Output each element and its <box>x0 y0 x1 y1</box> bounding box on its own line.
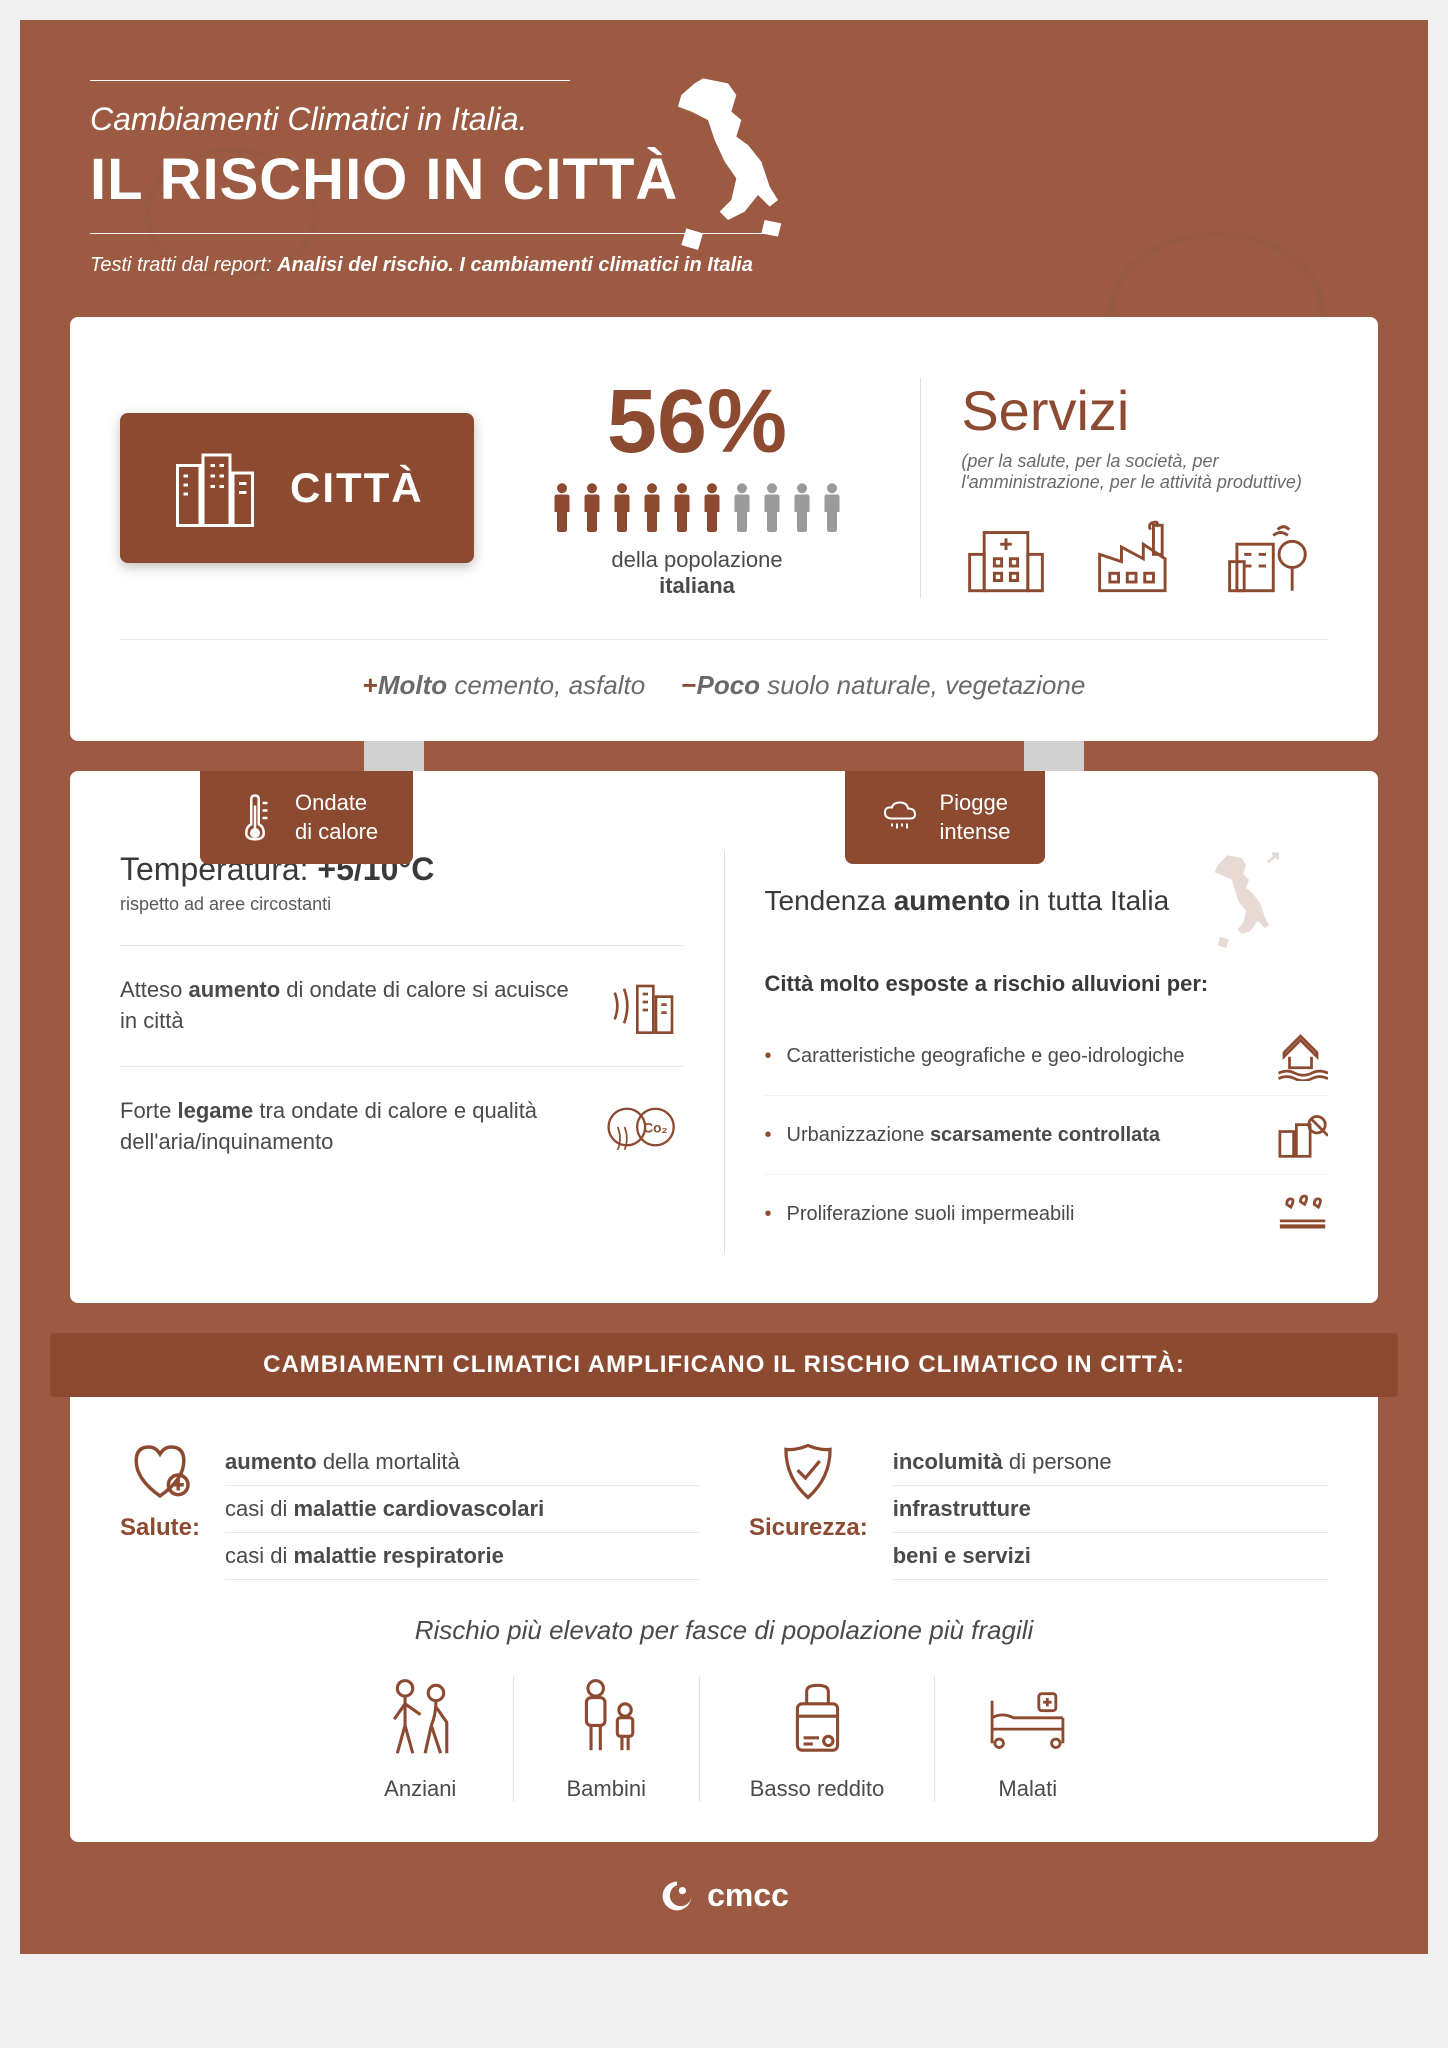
city-heat-icon <box>604 971 684 1041</box>
bullet-icon: • <box>765 1121 772 1149</box>
risk-item: beni e servizi <box>893 1533 1328 1580</box>
sicurezza-list: incolumità di personeinfrastrutturebeni … <box>893 1439 1328 1580</box>
fragile-bambini: Bambini <box>514 1676 700 1802</box>
risk-sicurezza: Sicurezza: incolumità di personeinfrastr… <box>749 1439 1328 1580</box>
top-row: CITTÀ 56% della popolazione italiana Ser… <box>120 377 1328 599</box>
fragile-label-3: Malati <box>998 1776 1057 1802</box>
fragile-label-1: Bambini <box>566 1776 645 1802</box>
heat-item-2: Forte legame tra ondate di calore e qual… <box>120 1066 684 1187</box>
person-icon <box>639 482 665 532</box>
hospital-bed-icon <box>985 1676 1070 1761</box>
person-icon <box>609 482 635 532</box>
risk-salute: Salute: aumento della mortalitàcasi di m… <box>120 1439 699 1580</box>
svg-text:Co₂: Co₂ <box>643 1121 667 1136</box>
risk-item: casi di malattie cardiovascolari <box>225 1486 699 1533</box>
risk-item: infrastrutture <box>893 1486 1328 1533</box>
top-panel: CITTÀ 56% della popolazione italiana Ser… <box>70 317 1378 741</box>
rain-cloud-icon <box>880 793 920 843</box>
person-icon <box>819 482 845 532</box>
percent-value: 56% <box>514 377 881 467</box>
percent-caption: della popolazione italiana <box>514 547 881 599</box>
bottom-panel: Salute: aumento della mortalitàcasi di m… <box>70 1389 1378 1842</box>
rain-item-2: • Urbanizzazione scarsamente controllata <box>765 1096 1329 1175</box>
salute-label: Salute: <box>120 1514 200 1542</box>
infographic-page: Cambiamenti Climatici in Italia. IL RISC… <box>20 20 1428 1954</box>
rain-column: Piogge intense Tendenza aumento in tutta… <box>765 851 1329 1253</box>
fragile-label-0: Anziani <box>384 1776 456 1802</box>
rain-item-1: • Caratteristiche geografiche e geo-idro… <box>765 1017 1329 1096</box>
risk-item: incolumità di persone <box>893 1439 1328 1486</box>
cmcc-logo-icon <box>659 1878 695 1914</box>
top-footer: +Molto cemento, asfalto −Poco suolo natu… <box>120 639 1328 701</box>
rain-tab-label: Piogge intense <box>940 789 1011 846</box>
header: Cambiamenti Climatici in Italia. IL RISC… <box>70 80 1378 277</box>
fragile-reddito: Basso reddito <box>700 1676 936 1802</box>
heat-item-1: Atteso aumento di ondate di calore si ac… <box>120 945 684 1066</box>
fragile-row: Anziani Bambini Basso reddito <box>120 1676 1328 1802</box>
servizi-caption: (per la salute, per la società, per l'am… <box>961 451 1328 493</box>
servizi-block: Servizi (per la salute, per la società, … <box>920 378 1328 598</box>
factory-icon <box>1091 518 1181 598</box>
person-icon <box>759 482 785 532</box>
header-rule-top <box>90 80 570 81</box>
banner: CAMBIAMENTI CLIMATICI AMPLIFICANO IL RIS… <box>50 1333 1398 1397</box>
hospital-icon <box>961 518 1051 598</box>
italy-small-icon <box>1184 851 1294 951</box>
footer-logo-text: cmcc <box>707 1877 789 1914</box>
rain-headline: Tendenza aumento in tutta Italia <box>765 851 1329 951</box>
children-icon <box>564 1676 649 1761</box>
bullet-icon: • <box>765 1200 772 1228</box>
person-icon <box>729 482 755 532</box>
person-icon <box>669 482 695 532</box>
heat-tab: Ondate di calore <box>200 771 413 864</box>
servizi-icons <box>961 518 1328 598</box>
fragile-anziani: Anziani <box>328 1676 514 1802</box>
park-icon <box>1221 518 1311 598</box>
flood-house-icon <box>1273 1031 1328 1081</box>
citta-card: CITTÀ <box>120 413 474 563</box>
footer: cmcc <box>70 1877 1378 1914</box>
co2-icon: Co₂ <box>604 1092 684 1162</box>
risk-item: aumento della mortalità <box>225 1439 699 1486</box>
italy-map-icon <box>638 70 818 270</box>
fragile-title: Rischio più elevato per fasce di popolaz… <box>120 1615 1328 1646</box>
person-icon <box>579 482 605 532</box>
servizi-title: Servizi <box>961 378 1328 443</box>
low-income-icon <box>775 1676 860 1761</box>
rain-subtitle: Città molto esposte a rischio alluvioni … <box>765 971 1329 997</box>
risks-row: Salute: aumento della mortalitàcasi di m… <box>120 1439 1328 1580</box>
soil-icon <box>1273 1189 1328 1239</box>
citta-label: CITTÀ <box>290 464 424 512</box>
rain-tab: Piogge intense <box>845 771 1046 864</box>
risk-item: casi di malattie respiratorie <box>225 1533 699 1580</box>
middle-divider <box>724 851 725 1253</box>
heat-temp-sub: rispetto ad aree circostanti <box>120 894 684 915</box>
shield-icon <box>773 1439 843 1504</box>
heat-column: Ondate di calore Temperatura: +5/10°C ri… <box>120 851 684 1253</box>
salute-list: aumento della mortalitàcasi di malattie … <box>225 1439 699 1580</box>
buildings-icon <box>170 443 260 533</box>
bullet-icon: • <box>765 1042 772 1070</box>
fragile-malati: Malati <box>935 1676 1120 1802</box>
person-icon <box>699 482 725 532</box>
person-icon <box>549 482 575 532</box>
connector <box>70 741 1378 771</box>
people-row <box>514 482 881 532</box>
urbanization-icon <box>1273 1110 1328 1160</box>
middle-panel: Ondate di calore Temperatura: +5/10°C ri… <box>70 771 1378 1303</box>
sicurezza-label: Sicurezza: <box>749 1514 868 1542</box>
percent-block: 56% della popolazione italiana <box>514 377 881 599</box>
fragile-label-2: Basso reddito <box>750 1776 885 1802</box>
elderly-icon <box>378 1676 463 1761</box>
person-icon <box>789 482 815 532</box>
heart-icon <box>125 1439 195 1504</box>
thermometer-icon <box>235 793 275 843</box>
heat-tab-label: Ondate di calore <box>295 789 378 846</box>
rain-item-3: • Proliferazione suoli impermeabili <box>765 1175 1329 1253</box>
